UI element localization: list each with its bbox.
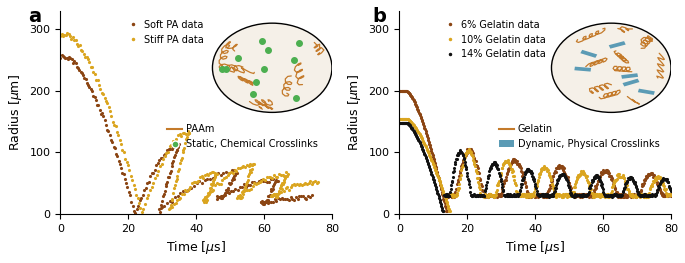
6% Gelatin data bbox=[667, 194, 675, 198]
14% Gelatin data bbox=[619, 190, 627, 193]
10% Gelatin data bbox=[395, 117, 403, 120]
Stiff PA data bbox=[282, 186, 290, 189]
14% Gelatin data bbox=[395, 121, 403, 124]
6% Gelatin data bbox=[443, 209, 451, 212]
Line: 6% Gelatin data: 6% Gelatin data bbox=[397, 89, 673, 213]
Stiff PA data bbox=[63, 32, 71, 35]
Text: b: b bbox=[372, 7, 386, 26]
Y-axis label: Radius [$\mu$m]: Radius [$\mu$m] bbox=[7, 74, 24, 151]
6% Gelatin data bbox=[527, 193, 535, 196]
Soft PA data bbox=[258, 200, 266, 203]
Bar bbox=[574, 67, 591, 72]
10% Gelatin data bbox=[667, 193, 675, 196]
10% Gelatin data bbox=[661, 188, 669, 191]
Circle shape bbox=[212, 23, 332, 112]
14% Gelatin data bbox=[543, 195, 551, 198]
Bar bbox=[621, 73, 638, 79]
X-axis label: Time [$\mu$s]: Time [$\mu$s] bbox=[505, 239, 565, 256]
10% Gelatin data bbox=[558, 196, 566, 199]
Stiff PA data bbox=[138, 210, 146, 213]
Line: Stiff PA data: Stiff PA data bbox=[59, 31, 320, 214]
Stiff PA data bbox=[278, 181, 286, 184]
10% Gelatin data bbox=[445, 209, 453, 212]
Line: Soft PA data: Soft PA data bbox=[59, 54, 313, 214]
10% Gelatin data bbox=[619, 174, 627, 177]
Soft PA data bbox=[56, 56, 64, 59]
Y-axis label: Radius [$\mu$m]: Radius [$\mu$m] bbox=[346, 74, 363, 151]
Line: 10% Gelatin data: 10% Gelatin data bbox=[397, 117, 673, 213]
Soft PA data bbox=[58, 54, 66, 57]
Bar bbox=[638, 89, 655, 95]
Stiff PA data bbox=[199, 176, 208, 179]
6% Gelatin data bbox=[661, 195, 669, 198]
10% Gelatin data bbox=[525, 193, 533, 196]
14% Gelatin data bbox=[667, 189, 675, 193]
14% Gelatin data bbox=[525, 168, 533, 171]
Stiff PA data bbox=[314, 180, 323, 183]
Bar bbox=[609, 41, 625, 49]
Stiff PA data bbox=[183, 189, 191, 192]
Soft PA data bbox=[264, 194, 273, 197]
Soft PA data bbox=[261, 179, 269, 182]
Circle shape bbox=[551, 23, 671, 112]
14% Gelatin data bbox=[527, 170, 535, 173]
Soft PA data bbox=[295, 194, 303, 198]
Line: 14% Gelatin data: 14% Gelatin data bbox=[397, 121, 673, 213]
Legend: PAAm, Static, Chemical Crosslinks: PAAm, Static, Chemical Crosslinks bbox=[164, 120, 322, 153]
6% Gelatin data bbox=[395, 89, 403, 93]
X-axis label: Time [$\mu$s]: Time [$\mu$s] bbox=[166, 239, 226, 256]
10% Gelatin data bbox=[543, 167, 551, 170]
14% Gelatin data bbox=[439, 209, 447, 212]
6% Gelatin data bbox=[543, 196, 551, 199]
10% Gelatin data bbox=[527, 193, 535, 196]
Stiff PA data bbox=[240, 185, 249, 188]
Soft PA data bbox=[158, 204, 166, 207]
Soft PA data bbox=[131, 211, 139, 214]
Legend: Gelatin, Dynamic, Physical Crosslinks: Gelatin, Dynamic, Physical Crosslinks bbox=[495, 120, 663, 153]
Bar bbox=[623, 79, 640, 87]
14% Gelatin data bbox=[558, 173, 566, 176]
6% Gelatin data bbox=[525, 194, 533, 197]
Stiff PA data bbox=[268, 176, 276, 179]
Soft PA data bbox=[308, 194, 316, 197]
Bar bbox=[580, 50, 597, 58]
Stiff PA data bbox=[56, 34, 64, 37]
14% Gelatin data bbox=[661, 178, 669, 181]
Text: a: a bbox=[28, 7, 41, 26]
6% Gelatin data bbox=[619, 195, 627, 198]
6% Gelatin data bbox=[558, 166, 566, 170]
Soft PA data bbox=[190, 184, 198, 188]
